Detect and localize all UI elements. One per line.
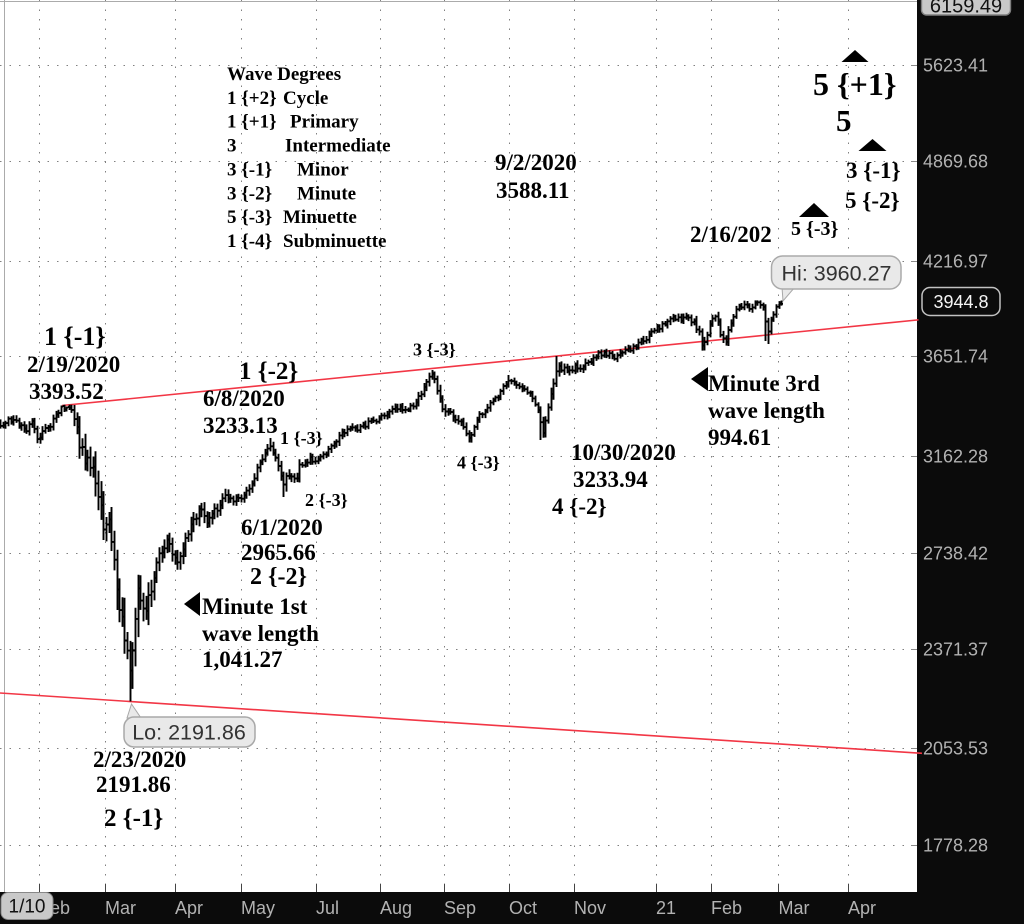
svg-text:1 {+1}: 1 {+1} [227,112,277,133]
svg-text:3 {-1}: 3 {-1} [846,158,901,183]
svg-text:Cycle: Cycle [283,88,328,109]
svg-text:2 {-2}: 2 {-2} [250,564,307,590]
svg-text:Lo: 2191.86: Lo: 2191.86 [132,721,246,745]
svg-text:4 {-3}: 4 {-3} [457,453,500,473]
svg-text:6159.49: 6159.49 [930,0,1002,18]
svg-text:Apr: Apr [175,898,203,918]
svg-text:wave length: wave length [202,621,319,646]
svg-text:2965.66: 2965.66 [241,540,316,565]
svg-text:Jul: Jul [316,898,339,918]
svg-text:Minute: Minute [297,183,356,204]
svg-text:10/30/2020: 10/30/2020 [571,440,676,465]
svg-text:Aug: Aug [380,898,412,918]
svg-text:Mar: Mar [779,898,810,918]
svg-text:2 {-1}: 2 {-1} [104,805,163,832]
svg-text:6/1/2020: 6/1/2020 [241,515,323,540]
svg-text:Sep: Sep [444,898,476,918]
svg-text:Mar: Mar [105,898,136,918]
svg-text:Hi: 3960.27: Hi: 3960.27 [782,262,892,286]
svg-text:5 {-3}: 5 {-3} [227,207,272,228]
svg-text:6/8/2020: 6/8/2020 [203,386,285,411]
svg-text:May: May [241,898,275,918]
svg-text:5 {-3}: 5 {-3} [791,218,839,240]
svg-text:1 {-1}: 1 {-1} [44,322,106,351]
svg-text:5623.41: 5623.41 [923,56,988,76]
svg-text:Minor: Minor [297,159,349,180]
svg-text:3233.13: 3233.13 [203,413,278,438]
svg-text:5 {-2}: 5 {-2} [845,188,900,213]
svg-text:Oct: Oct [509,898,537,918]
svg-text:2191.86: 2191.86 [96,772,171,797]
svg-text:2738.42: 2738.42 [923,544,988,564]
svg-text:1/10: 1/10 [9,897,46,918]
svg-text:Minute 1st: Minute 1st [202,594,308,619]
svg-text:3162.28: 3162.28 [923,447,988,467]
svg-text:1 {-3}: 1 {-3} [280,428,323,448]
svg-text:4 {-2}: 4 {-2} [552,494,607,519]
svg-text:1 {-2}: 1 {-2} [239,358,298,385]
svg-text:Minuette: Minuette [283,207,357,228]
svg-text:Nov: Nov [574,898,606,918]
svg-text:2 {-3}: 2 {-3} [305,490,348,510]
svg-text:5 {+1}: 5 {+1} [813,66,896,102]
svg-text:3 {-3}: 3 {-3} [413,340,456,360]
svg-text:Apr: Apr [848,898,876,918]
svg-text:wave length: wave length [708,398,825,423]
svg-text:3651.74: 3651.74 [923,347,988,367]
svg-text:Wave Degrees: Wave Degrees [227,64,341,85]
svg-text:1 {-4}: 1 {-4} [227,231,272,252]
svg-text:2/16/202: 2/16/202 [690,222,772,247]
svg-text:1,041.27: 1,041.27 [202,647,283,672]
svg-text:Intermediate: Intermediate [285,136,391,157]
svg-text:3588.11: 3588.11 [496,178,569,203]
svg-text:3 {-1}: 3 {-1} [227,159,272,180]
svg-text:5: 5 [836,103,852,138]
svg-text:3393.52: 3393.52 [29,379,104,404]
svg-text:2/23/2020: 2/23/2020 [93,747,186,772]
svg-text:3944.8: 3944.8 [933,292,988,312]
svg-text:Primary: Primary [290,112,359,133]
svg-text:2/19/2020: 2/19/2020 [27,352,120,377]
svg-text:9/2/2020: 9/2/2020 [495,150,577,175]
svg-text:1778.28: 1778.28 [923,836,988,856]
svg-text:1 {+2}: 1 {+2} [227,88,277,109]
svg-text:Minute 3rd: Minute 3rd [708,371,820,396]
svg-text:2053.53: 2053.53 [923,739,988,759]
svg-text:21: 21 [656,898,676,918]
svg-text:4869.68: 4869.68 [923,152,988,172]
svg-text:3 {-2}: 3 {-2} [227,183,272,204]
svg-text:2371.37: 2371.37 [923,640,988,660]
svg-text:3: 3 [227,136,237,157]
svg-text:994.61: 994.61 [708,425,771,450]
svg-text:3233.94: 3233.94 [573,467,648,492]
svg-text:Subminuette: Subminuette [283,231,386,252]
svg-text:4216.97: 4216.97 [923,252,988,272]
svg-text:Feb: Feb [711,898,742,918]
